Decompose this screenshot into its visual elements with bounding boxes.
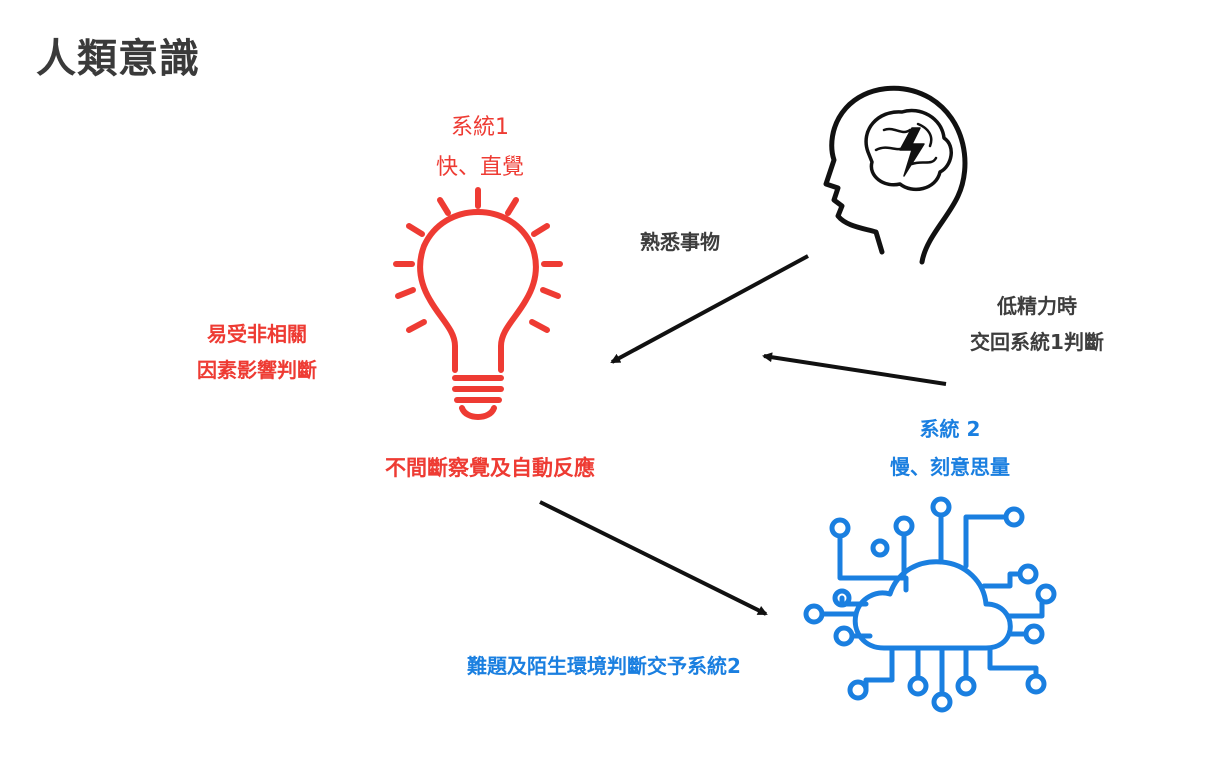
system1-desc: 快、直覺 (435, 155, 524, 180)
low-energy-line-2: 交回系統1判斷 (970, 330, 1104, 354)
system1-header: 系統1 快、直覺 (380, 108, 580, 188)
system2-caption: 難題及陌生環境判斷交予系統2 (467, 654, 741, 678)
system1-name: 系統1 (451, 115, 509, 140)
arrow-system1-to-system2 (539, 500, 768, 616)
low-energy-note: 低精力時 交回系統1判斷 (912, 288, 1162, 360)
system1-bias-note: 易受非相關 因素影響判斷 (152, 316, 362, 388)
cloud-circuit-icon (803, 496, 1057, 713)
head-brain-icon (823, 85, 968, 265)
arrow-head-to-system1 (610, 254, 809, 364)
system1-caption: 不間斷察覺及自動反應 (385, 456, 595, 480)
lightbulb-icon (393, 187, 563, 420)
low-energy-line-1: 低精力時 (997, 294, 1077, 318)
bias-line-2: 因素影響判斷 (197, 358, 317, 382)
arrow-system2-to-system1 (762, 352, 947, 386)
system2-name: 系統 2 (919, 417, 981, 441)
system2-header: 系統 2 慢、刻意思量 (820, 410, 1080, 486)
familiar-label: 熟悉事物 (640, 230, 720, 254)
bias-line-1: 易受非相關 (207, 322, 307, 346)
system2-desc: 慢、刻意思量 (890, 455, 1010, 479)
page-title: 人類意識 (36, 36, 200, 82)
